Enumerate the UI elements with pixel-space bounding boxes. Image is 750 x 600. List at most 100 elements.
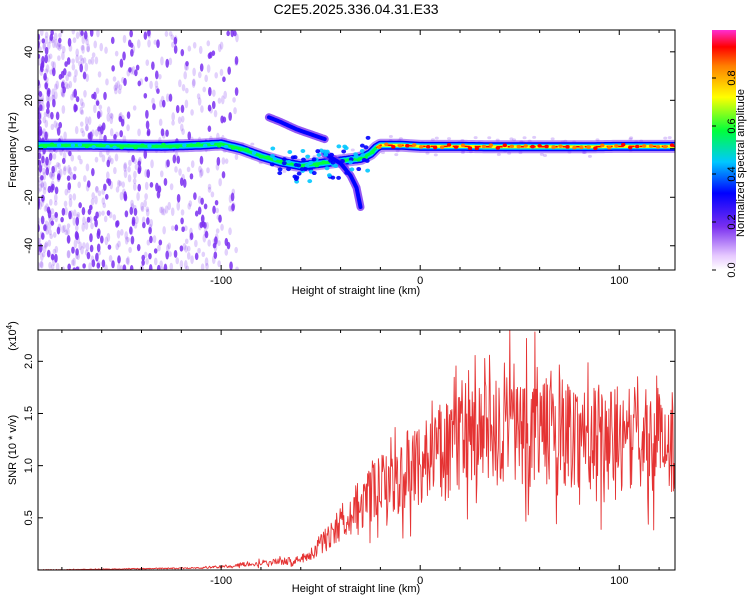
spectrogram-noise-point [165, 250, 169, 260]
spectrogram-noise-point [137, 128, 141, 137]
spectrogram-noise-point [158, 239, 163, 246]
snr-ytick-label: 2.0 [23, 354, 35, 369]
spectrogram-noise-point [71, 91, 76, 98]
spectrogram-noise-point [54, 253, 58, 263]
spectrogram-noise-point [228, 205, 232, 212]
spectrogram-noise-point [133, 170, 137, 179]
spectrogram-noise-point [68, 150, 72, 157]
spectrogram-noise-point [189, 232, 194, 241]
spectrogram-noise-point [191, 79, 196, 88]
spectrogram-noise-point [487, 136, 492, 140]
spectrogram-noise-point [53, 164, 58, 173]
spectrogram-noise-point [107, 155, 112, 164]
spectrogram-noise-point [72, 257, 76, 267]
spectrogram-noise-point [79, 98, 84, 107]
dip-blob [341, 149, 347, 154]
spectrogram-noise-point [200, 214, 205, 224]
spectrogram-noise-point [93, 104, 97, 114]
spectrogram-noise-point [202, 233, 207, 243]
dip-blob [286, 167, 291, 172]
spectrogram-noise-point [43, 72, 47, 81]
spectrogram-noise-point [56, 127, 61, 136]
spectrogram-noise-point [207, 239, 211, 247]
spectrogram-noise-point [110, 157, 114, 165]
spectrogram-noise-point [40, 252, 44, 262]
ridge-blob [230, 146, 236, 150]
spectrogram-noise-point [110, 36, 115, 45]
spectrogram-noise-point [193, 192, 197, 200]
spectrogram-noise-point [628, 137, 633, 141]
spectrogram-noise-point [38, 89, 41, 95]
spectrogram-noise-point [40, 215, 45, 225]
spectrogram-noise-point [57, 162, 61, 170]
spectrogram-noise-point [160, 206, 165, 216]
spectrogram-noise-point [447, 137, 452, 141]
spectrogram-noise-point [96, 228, 101, 237]
spectrogram-noise-point [197, 97, 202, 106]
spectrogram-noise-point [216, 156, 221, 166]
spectrogram-noise-point [200, 263, 205, 270]
spectrogram-noise-point [164, 160, 169, 169]
spectrogram-noise-point [94, 156, 99, 163]
spectrogram-noise-point [233, 107, 237, 115]
spectrogram-noise-point [42, 42, 47, 50]
spectrogram-noise-point [212, 89, 216, 97]
ridge-blob [523, 144, 528, 148]
spectrogram-noise-point [50, 123, 55, 131]
spectrogram-noise-point [49, 171, 53, 179]
ridge-blob [216, 144, 222, 148]
spectrogram-noise-point [51, 88, 56, 97]
spectrogram-noise-point [171, 41, 175, 48]
spectrogram-noise-point [130, 235, 135, 245]
spectrogram-noise-point [38, 183, 43, 192]
ridge-blob [495, 146, 501, 150]
spectrogram-noise-point [45, 93, 50, 103]
spectrogram-noise-point [174, 166, 178, 173]
spectrogram-noise-point [50, 208, 55, 215]
spectrogram-noise-point [51, 165, 55, 174]
colorbar-ticks: 0.0 0.2 0.4 0.6 0.8 [712, 70, 738, 278]
spectrogram-noise-point [45, 81, 49, 88]
spectrogram-noise-point [97, 71, 102, 78]
spectrogram-noise-point [88, 262, 92, 270]
ridge-blob [147, 144, 152, 148]
spectrogram-noise-point [109, 112, 113, 118]
spectrogram-noise-point [187, 203, 192, 210]
spectrogram-noise-point [215, 228, 220, 234]
spectrogram-noise-point [75, 266, 80, 270]
snr-line [38, 330, 675, 570]
spectrogram-noise-point [145, 208, 150, 217]
spectrogram-noise-point [44, 82, 48, 90]
spectrogram-noise-point [176, 201, 181, 211]
spectrogram-noise-point [44, 31, 49, 39]
spectrogram-noise-point [127, 174, 132, 183]
spectrogram-noise-point [101, 197, 106, 205]
spectrogram-noise-point [167, 201, 172, 211]
spectrogram-noise-point [48, 215, 52, 222]
snr-series [38, 330, 675, 570]
spectrogram-noise-point [184, 245, 188, 253]
spectrogram-noise-point [38, 164, 43, 173]
dip-blob [342, 144, 348, 149]
spectrogram-noise-point [101, 210, 105, 216]
spectrogram-noise-point [139, 78, 144, 86]
spectrogram-noise-point [207, 125, 212, 132]
spectrogram-noise-point [200, 197, 204, 205]
spectrogram-noise-point [94, 56, 99, 65]
spectrogram-noise-point [206, 167, 210, 174]
spectrogram-noise-point [66, 57, 71, 65]
spectrogram-noise-point [388, 135, 393, 139]
spectrogram-noise-point [134, 69, 138, 77]
spectrogram-noise-point [154, 70, 159, 80]
spectrogram-noise-point [219, 41, 224, 50]
spectrogram-noise-point [187, 45, 192, 52]
ridge-blob [628, 145, 633, 150]
ridge-blob [634, 144, 640, 149]
ridge-blob [38, 141, 41, 146]
spectrogram-noise-point [143, 92, 148, 99]
ridge-blob [203, 143, 208, 148]
spectrogram-noise-point [66, 234, 71, 244]
spectrogram-noise-point [38, 243, 41, 253]
snr-xtick-label: 100 [610, 575, 628, 587]
